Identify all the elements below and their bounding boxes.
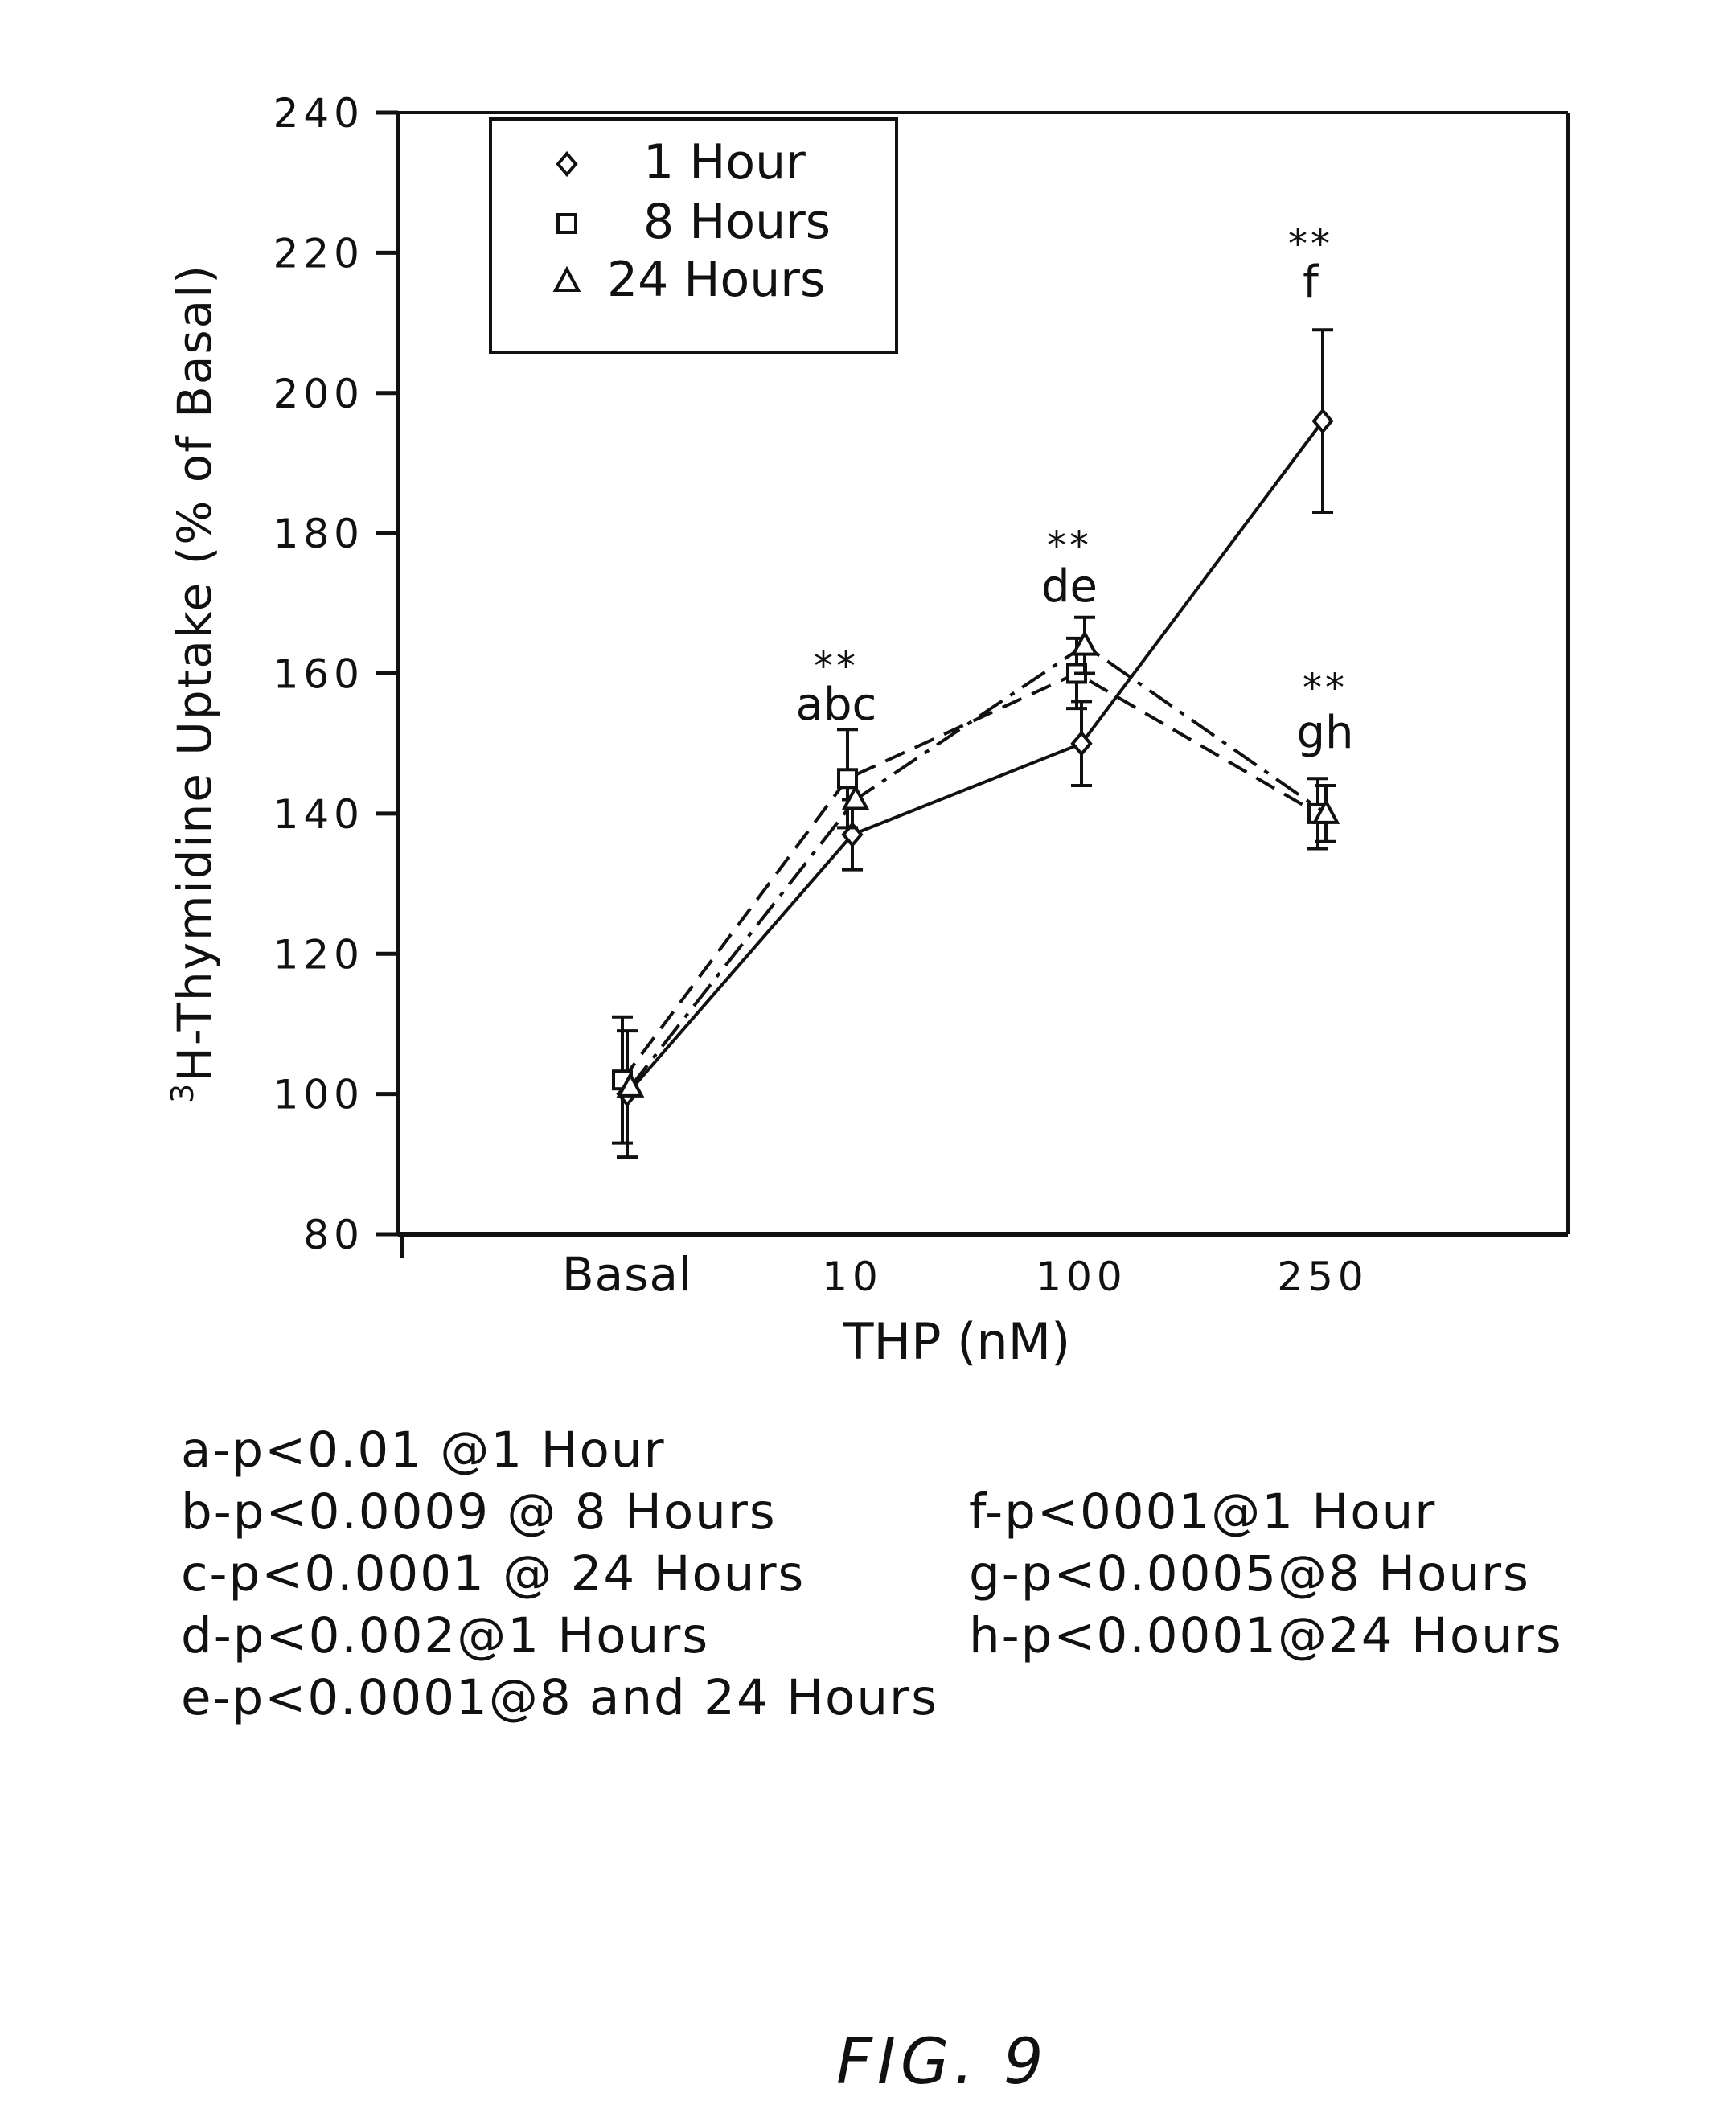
- footnote-d: d-p<0.002@1 Hours: [181, 1607, 709, 1665]
- x-tick-label: 10: [822, 1254, 883, 1300]
- y-tick-label: 80: [303, 1212, 364, 1258]
- annotation-letters: de: [1041, 560, 1098, 613]
- y-tick-label: 140: [273, 791, 364, 838]
- series-8-hours: [612, 638, 1328, 1143]
- legend-marker: [558, 215, 576, 232]
- y-axis-title: 3H-Thymidine Uptake (% of Basal): [165, 264, 222, 1103]
- x-tick-label: 100: [1036, 1254, 1127, 1300]
- footnote-a: a-p<0.01 @1 Hour: [181, 1422, 666, 1479]
- y-tick-label: 240: [273, 90, 364, 137]
- figure-label: FIG. 9: [836, 2026, 1049, 2099]
- series-line: [627, 421, 1323, 1094]
- y-axis-title-superscript: 3: [165, 1082, 200, 1103]
- footnote-f: f-p<0001@1 Hour: [969, 1483, 1436, 1541]
- y-tick-label: 200: [273, 371, 364, 417]
- footnote-e: e-p<0.0001@8 and 24 Hours: [181, 1669, 938, 1727]
- y-axis-title-text: H-Thymidine Uptake (% of Basal): [167, 264, 222, 1082]
- x-tick-label: 250: [1277, 1254, 1368, 1300]
- data-point: [839, 769, 856, 787]
- y-tick-label: 220: [273, 230, 364, 277]
- series-line: [630, 646, 1326, 1087]
- legend-label: 1 Hour: [643, 134, 806, 191]
- annotation-letters: abc: [796, 679, 877, 731]
- series-layer: [612, 330, 1337, 1157]
- y-tick-label: 100: [273, 1072, 364, 1118]
- y-tick-label: 120: [273, 931, 364, 978]
- chart: 80 100 120 140 160 180 200 220 240 Basal 10 100 250 T…: [0, 0, 1736, 1383]
- legend: 1 Hour8 Hours24 Hours: [490, 119, 897, 352]
- x-tick-label: Basal: [562, 1247, 692, 1302]
- x-axis-title: THP (nM): [843, 1312, 1071, 1371]
- footnote-c: c-p<0.0001 @ 24 Hours: [181, 1545, 805, 1603]
- footnote-h: h-p<0.0001@24 Hours: [969, 1607, 1563, 1665]
- footnote-b: b-p<0.0009 @ 8 Hours: [181, 1483, 777, 1541]
- series-24-hours: [619, 618, 1337, 1096]
- y-tick-label: 160: [273, 651, 364, 698]
- annotation-letters: f: [1303, 256, 1319, 309]
- legend-label: 24 Hours: [607, 252, 825, 308]
- annotation-stars: **: [1303, 666, 1348, 711]
- y-tick-label: 180: [273, 511, 364, 557]
- annotation-letters: gh: [1296, 707, 1353, 759]
- footnote-g: g-p<0.0005@8 Hours: [969, 1545, 1530, 1603]
- legend-label: 8 Hours: [643, 194, 831, 250]
